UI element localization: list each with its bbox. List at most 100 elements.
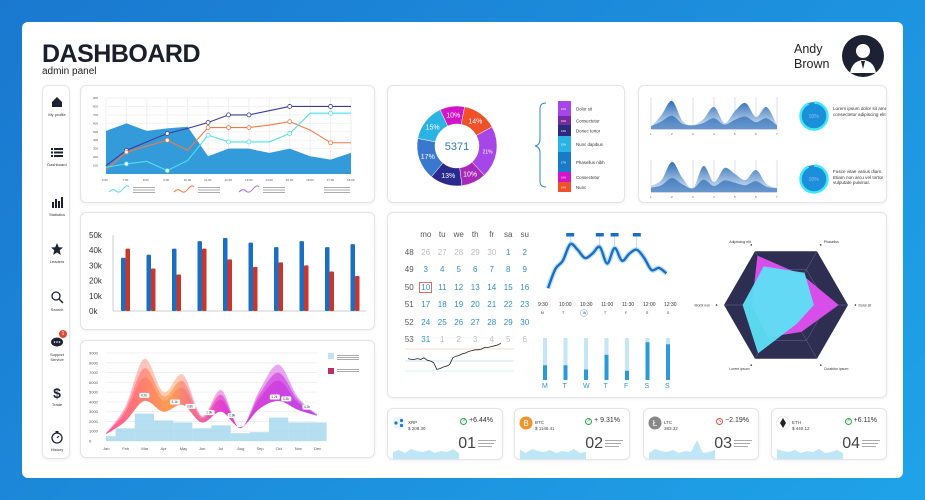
bar-chart-panel: 50k 40k 30k 20k 10k 0k	[80, 212, 375, 330]
crypto-card-ltc[interactable]: Ł LTC 383.32 ↘ −2.19% 03	[643, 408, 759, 460]
time-label: 10:00	[559, 302, 572, 308]
calendar-day[interactable]: 3	[419, 262, 434, 278]
calendar-day[interactable]: 6	[468, 262, 483, 278]
calendar-day[interactable]: 5	[501, 332, 516, 348]
calendar-day[interactable]: 13	[468, 280, 483, 296]
calendar-day[interactable]: 21	[485, 297, 500, 313]
crypto-card-eth[interactable]: ETH $ 440.12 ↗ +6.11% 04	[771, 408, 887, 460]
calendar-day[interactable]: 7	[485, 262, 500, 278]
crypto-card-btc[interactable]: B BTC $ 1146.41 ↗ + 9.31% 02	[514, 408, 630, 460]
day-number: 27	[437, 247, 447, 257]
weekday-label: mo	[420, 230, 432, 240]
calendar-day[interactable]: 23	[518, 297, 533, 313]
calendar-day[interactable]: 19	[452, 297, 467, 313]
data-point	[226, 112, 231, 118]
legend-text	[133, 192, 155, 193]
price-change: ↗ +6.44%	[460, 417, 493, 425]
sidebar-item-my-profile[interactable]: My profile	[43, 94, 69, 117]
calendar-day[interactable]: 20	[468, 297, 483, 313]
calendar-day[interactable]: 25	[435, 315, 450, 331]
sidebar-item-history[interactable]: History	[43, 429, 69, 452]
calendar-day[interactable]: 26	[419, 245, 434, 261]
blue-bar	[223, 238, 228, 311]
donut-chart: 10% 14% 21% 10% 13% 17% 15% 5371 21% Dolor sit 10%…	[416, 101, 605, 192]
calendar-day[interactable]: 9	[518, 262, 533, 278]
sparkline-area	[649, 440, 715, 459]
line-area-chart: 100 200 300 400 500 600 700 800 900 6:00 7:00 8:00 9…	[93, 96, 355, 193]
calendar-day[interactable]: 4	[435, 262, 450, 278]
calendar-day[interactable]: 27	[435, 245, 450, 261]
calendar-day[interactable]: 29	[468, 245, 483, 261]
coin-name: LTC	[664, 420, 673, 425]
calendar-day[interactable]: 28	[485, 315, 500, 331]
calendar-day[interactable]: 12	[452, 280, 467, 296]
calendar-day[interactable]: 1	[501, 245, 516, 261]
calendar-day[interactable]: 2	[518, 245, 533, 261]
calendar-day[interactable]: 15	[501, 280, 516, 296]
calendar-day[interactable]: 5	[452, 262, 467, 278]
red-bar	[355, 276, 360, 311]
selected-day[interactable]: 10	[419, 280, 434, 296]
legend-text	[324, 187, 350, 188]
calendar-day[interactable]: 30	[518, 315, 533, 331]
data-point	[164, 137, 170, 143]
sidebar-item-dashboard[interactable]: Dashboard	[43, 144, 69, 167]
calendar-day[interactable]: 18	[435, 297, 450, 313]
calendar-day[interactable]: 4	[485, 332, 500, 348]
crypto-card-xrp[interactable]: XRP $ 208.30 ↗ +6.44% 01	[387, 408, 503, 460]
legend-text	[133, 189, 155, 191]
sidebar-item-label: Support Service	[49, 352, 64, 362]
day-number: 26	[454, 317, 464, 327]
calendar-day[interactable]: 29	[501, 315, 516, 331]
day-number: 5	[506, 335, 511, 345]
data-point	[246, 112, 252, 118]
weekday-label: su	[520, 230, 529, 240]
progress-arc	[799, 164, 829, 194]
calendar-day[interactable]: 8	[501, 262, 516, 278]
change-value: + 9.31%	[594, 417, 620, 424]
sidebar-item-trade[interactable]: $ Trade	[43, 384, 69, 407]
radar-series	[742, 266, 814, 354]
calendar-day[interactable]: 24	[419, 315, 434, 331]
day-number: 11	[438, 282, 447, 292]
mini-area-charts: 1 2 3 4 5 6 7 93% 1 2 3 4 5 6 7 93%	[650, 97, 829, 199]
level-fill	[645, 342, 650, 380]
line-shadow	[545, 241, 669, 290]
day-number: 28	[454, 247, 464, 257]
day-number: 5	[456, 265, 461, 275]
calendar-day[interactable]: 3	[468, 332, 483, 348]
calendar-day[interactable]: 31	[419, 332, 434, 348]
tick-label: 6:00	[102, 178, 108, 182]
sidebar-item-leaders[interactable]: Leaders	[43, 241, 69, 264]
tick-label: 10k	[89, 292, 103, 301]
sidebar-item-search[interactable]: Search	[43, 289, 69, 312]
tick-label: 600	[93, 121, 98, 125]
legend-label: Consectetur	[576, 119, 600, 124]
day-label: F	[625, 311, 627, 315]
avatar[interactable]	[842, 35, 884, 77]
tick-label: 5000	[89, 390, 99, 395]
calendar-day[interactable]: 14	[485, 280, 500, 296]
calendar-day[interactable]: 27	[468, 315, 483, 331]
marker-tag	[566, 233, 575, 237]
sparkline	[393, 449, 459, 459]
user-name[interactable]: Andy Brown	[794, 42, 829, 72]
calendar-day[interactable]: 22	[501, 297, 516, 313]
calendar-day[interactable]: 1	[435, 332, 450, 348]
sidebar-item-support-service[interactable]: Support Service 1	[43, 330, 69, 362]
level-fill	[604, 354, 609, 380]
day-number: 22	[503, 300, 513, 310]
tick-label: 7	[776, 132, 778, 136]
calendar-day[interactable]: 2	[452, 332, 467, 348]
calendar-day[interactable]: 17	[419, 297, 434, 313]
calendar-day[interactable]: 11	[435, 280, 450, 296]
radar-axis	[785, 251, 818, 306]
legend-text	[263, 192, 285, 193]
calendar-day[interactable]: 16	[518, 280, 533, 296]
calendar-day[interactable]: 6	[518, 332, 533, 348]
red-bar	[227, 259, 232, 311]
calendar-day[interactable]: 30	[485, 245, 500, 261]
calendar-day[interactable]: 26	[452, 315, 467, 331]
sidebar-item-statistics[interactable]: Statistics	[43, 194, 69, 217]
calendar-day[interactable]: 28	[452, 245, 467, 261]
